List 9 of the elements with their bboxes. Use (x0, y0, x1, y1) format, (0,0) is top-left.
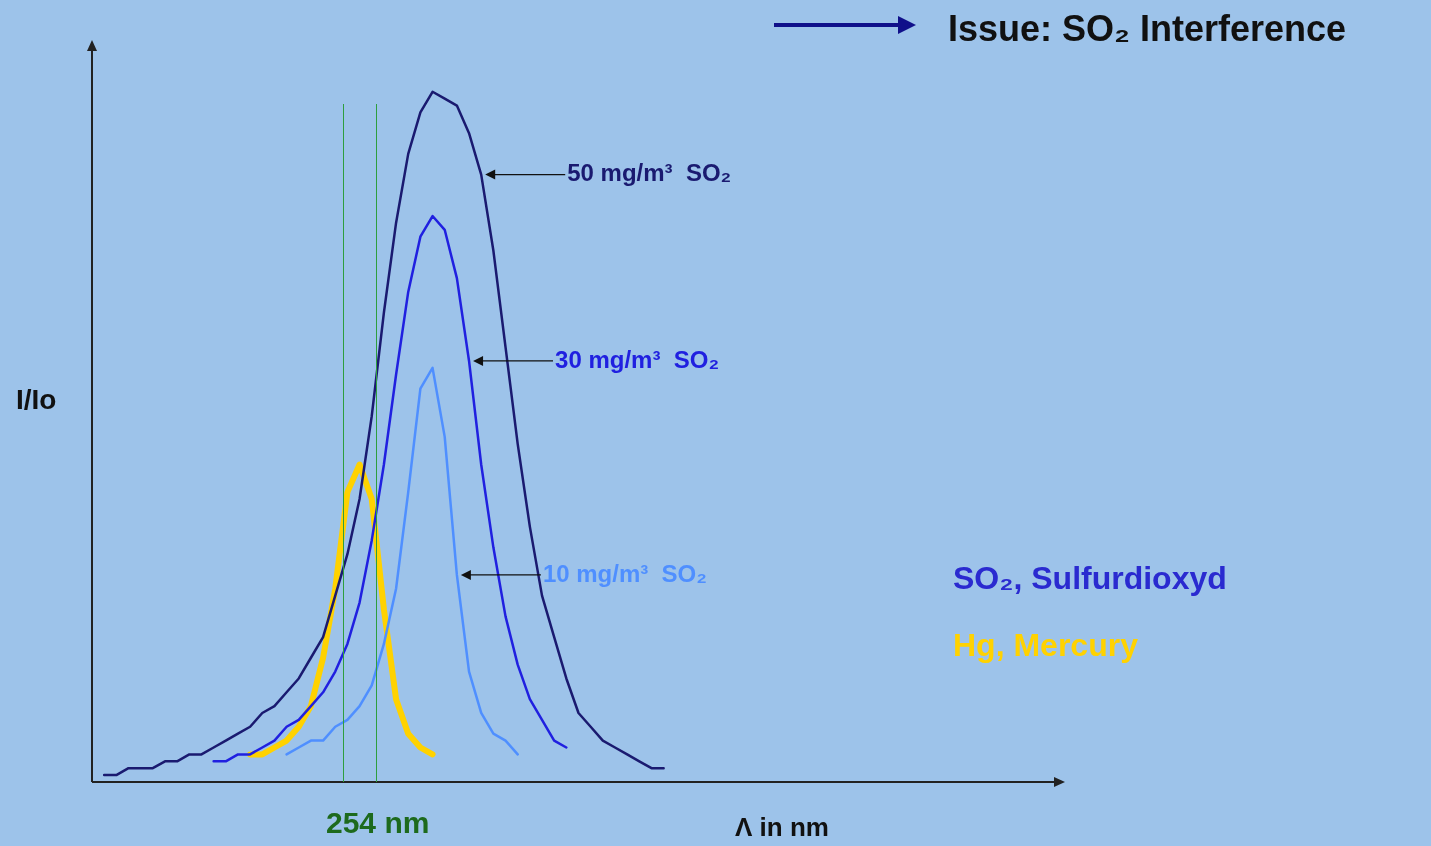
text: 30 mg/m³ SO₂ (555, 345, 720, 373)
annotation: SO₂, Sulfurdioxyd (953, 560, 1227, 597)
text: 10 mg/m³ SO₂ (542, 559, 707, 587)
text: 50 mg/m³ SO₂ (567, 159, 732, 187)
y-axis-title: I/Io (16, 384, 57, 416)
text: Issue: SO₂ Interference (948, 8, 1347, 50)
text: Hg, Mercury (953, 627, 1138, 664)
text: 254 nm (326, 806, 430, 840)
x-axis-title: Λ in nm (735, 812, 829, 843)
